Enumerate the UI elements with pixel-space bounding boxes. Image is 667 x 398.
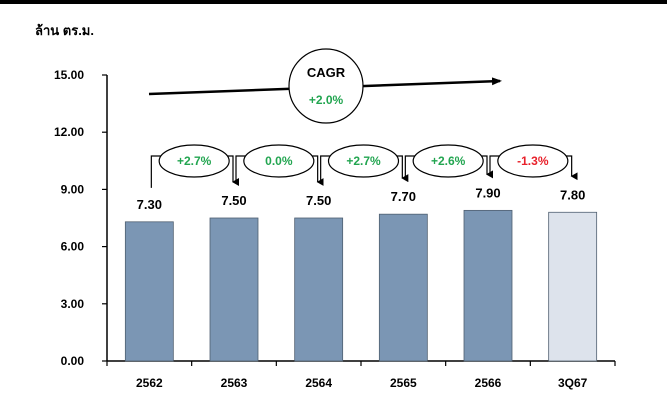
growth-bubble: [243, 144, 315, 178]
data-label: 7.50: [221, 193, 246, 208]
growth-label: +2.7%: [346, 154, 381, 168]
x-tick-label: 2563: [221, 376, 248, 390]
growth-label: 0.0%: [265, 154, 293, 168]
y-tick-label: 12.00: [54, 125, 84, 139]
data-label: 7.30: [137, 197, 162, 212]
bar-2565: [378, 213, 428, 362]
unit-label: ล้าน ตร.ม.: [35, 23, 94, 38]
data-label: 7.70: [391, 189, 416, 204]
x-tick-label: 2565: [390, 376, 417, 390]
data-label: 7.80: [560, 187, 585, 202]
data-label: 7.90: [475, 185, 500, 200]
x-tick-label: 2562: [136, 376, 163, 390]
x-tick-label: 3Q67: [558, 376, 588, 390]
data-label: 7.50: [306, 193, 331, 208]
growth-label: +2.7%: [177, 154, 212, 168]
bar-2566: [463, 209, 513, 362]
y-tick-label: 6.00: [61, 240, 85, 254]
growth-bubble: [158, 144, 230, 178]
growth-bubble: [412, 144, 484, 178]
y-tick-label: 3.00: [61, 297, 85, 311]
cagr-title: CAGR: [307, 65, 346, 80]
y-tick-label: 9.00: [61, 182, 85, 196]
y-tick-label: 15.00: [54, 68, 84, 82]
cagr-value: +2.0%: [309, 93, 344, 107]
bar-2564: [294, 217, 344, 362]
growth-bubble: [327, 144, 400, 178]
x-tick-label: 2564: [305, 376, 332, 390]
bar-3Q67: [548, 211, 598, 362]
y-tick-label: 0.00: [61, 354, 85, 368]
bar-2563: [209, 217, 259, 362]
growth-label: -1.3%: [517, 154, 549, 168]
top-rule: [0, 0, 667, 4]
growth-bubble: [497, 144, 569, 178]
x-tick-label: 2566: [475, 376, 502, 390]
growth-label: +2.6%: [431, 154, 466, 168]
cagr-bubble: [288, 48, 364, 124]
bar-2562: [124, 221, 174, 362]
